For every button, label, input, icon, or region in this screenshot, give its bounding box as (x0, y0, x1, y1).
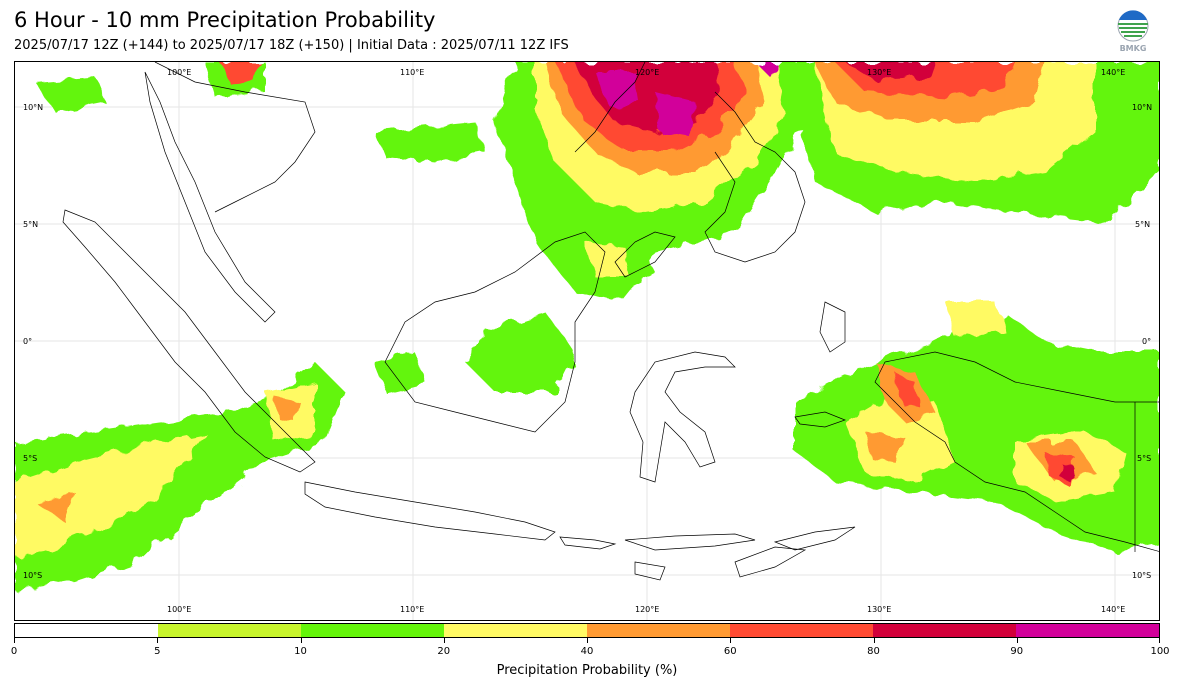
colorbar-tick (300, 638, 302, 643)
colorbar-segment (873, 624, 1016, 637)
colorbar-tick-label: 0 (10, 646, 18, 657)
precipitation-map: 100°E 110°E 120°E 130°E 140°E 100°E 110°… (14, 61, 1160, 621)
lat-label-left: 10°S (23, 571, 43, 580)
lon-label-bottom: 120°E (635, 605, 660, 614)
lat-label-left: 10°N (23, 103, 44, 112)
colorbar-tick-label: 80 (867, 646, 880, 657)
coastlines (62, 62, 1159, 581)
lat-label-left: 5°N (23, 220, 39, 229)
colorbar-segment (730, 624, 873, 637)
lon-label-bottom: 100°E (167, 605, 192, 614)
colorbar (14, 623, 1160, 638)
lat-label-right: 0° (1142, 337, 1152, 346)
colorbar-label: Precipitation Probability (%) (496, 663, 678, 678)
logo-text: BMKG (1119, 44, 1147, 53)
lon-label-top: 100°E (167, 68, 192, 77)
colorbar-tick-label: 90 (1010, 646, 1024, 657)
colorbar-segment (444, 624, 587, 637)
lat-label-right: 5°N (1135, 220, 1151, 229)
lon-label-bottom: 110°E (400, 605, 425, 614)
lon-label-top: 140°E (1101, 68, 1126, 77)
colorbar-segment (301, 624, 444, 637)
chart-subtitle: 2025/07/17 12Z (+144) to 2025/07/17 18Z … (14, 38, 569, 53)
map-canvas (15, 62, 1159, 620)
lon-label-bottom: 130°E (867, 605, 892, 614)
precip-field-layers (15, 62, 1159, 592)
lon-label-top: 110°E (400, 68, 425, 77)
bmkg-logo-icon (1117, 10, 1149, 42)
colorbar-tick-label: 5 (154, 646, 161, 657)
colorbar-tick (1016, 638, 1018, 643)
lat-label-left: 0° (23, 337, 33, 346)
colorbar-tick-label: 60 (723, 646, 737, 657)
colorbar-segment (587, 624, 730, 637)
lat-label-right: 5°S (1137, 454, 1152, 463)
colorbar-segment (158, 624, 301, 637)
colorbar-tick (730, 638, 732, 643)
colorbar-tick-label: 20 (437, 646, 451, 657)
lat-label-left: 5°S (23, 454, 38, 463)
lat-label-right: 10°N (1132, 103, 1153, 112)
lon-label-top: 130°E (867, 68, 892, 77)
lat-label-right: 10°S (1132, 571, 1152, 580)
colorbar-tick (157, 638, 159, 643)
colorbar-tick-label: 10 (294, 646, 307, 657)
colorbar-tick-label: 40 (580, 646, 594, 657)
colorbar-tick (1159, 638, 1160, 643)
colorbar-tick (443, 638, 445, 643)
colorbar-tick (587, 638, 588, 643)
colorbar-segment (1016, 624, 1159, 637)
colorbar-segment (15, 624, 158, 637)
colorbar-tick-label: 100 (1150, 646, 1170, 657)
colorbar-tick (873, 638, 875, 643)
lon-label-top: 120°E (635, 68, 660, 77)
chart-title: 6 Hour - 10 mm Precipitation Probability (14, 8, 436, 32)
lon-label-bottom: 140°E (1101, 605, 1126, 614)
colorbar-tick (14, 638, 15, 643)
